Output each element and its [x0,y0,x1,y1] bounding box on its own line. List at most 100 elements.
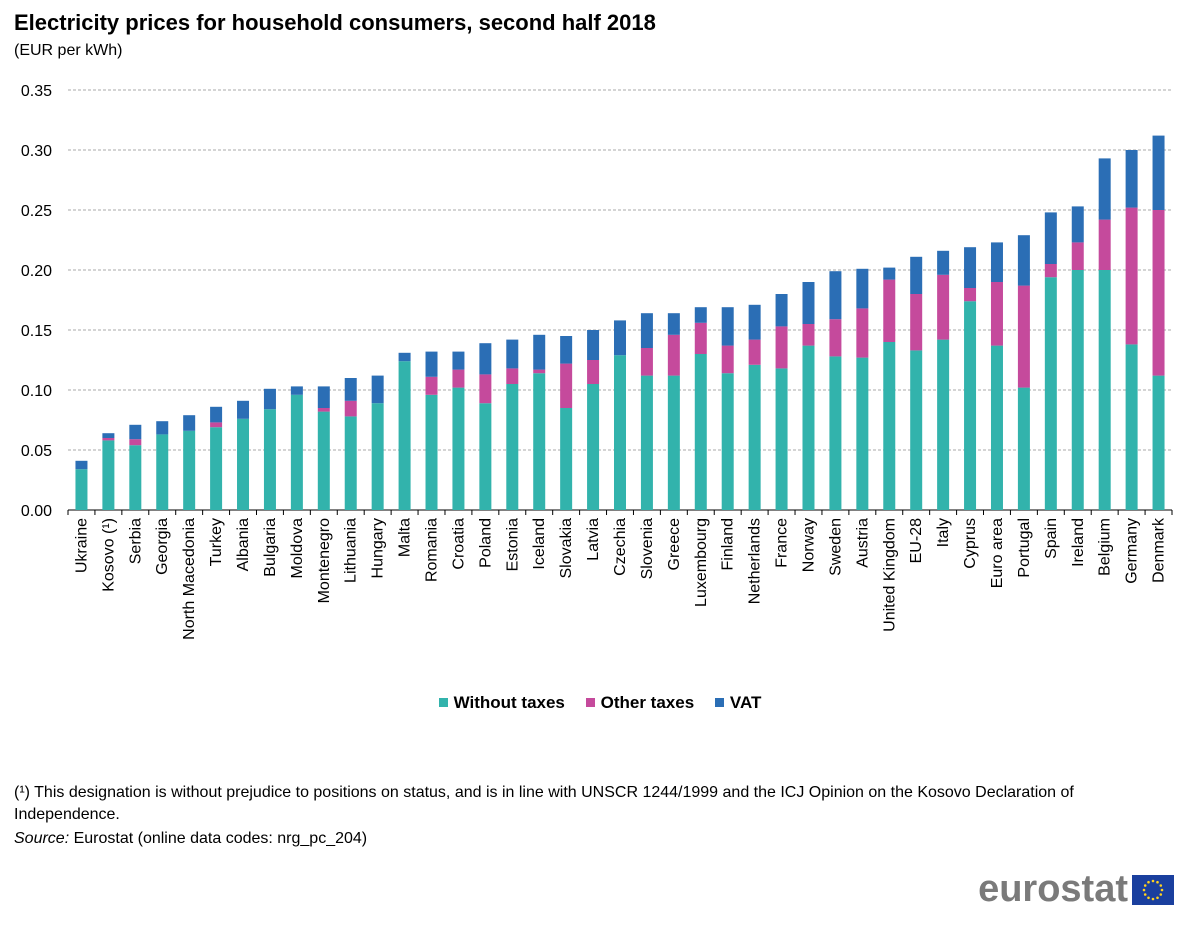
legend-label-vat: VAT [729,692,762,712]
eu-star [1156,880,1159,884]
bar-other-taxes [587,360,600,384]
x-tick-label: Montenegro [316,518,333,603]
bar-without-taxes [425,394,438,510]
bar-without-taxes [721,373,734,510]
bar-vat [183,415,196,431]
bar-other-taxes [506,368,519,384]
x-tick-label: Iceland [531,518,548,570]
bar-other-taxes [802,324,815,346]
legend-item-vat: VAT [714,692,762,713]
bar-vat [1044,212,1057,264]
bar-without-taxes [156,434,169,510]
bar-without-taxes [371,403,384,510]
bar-without-taxes [1125,344,1138,510]
y-tick-label: 0.35 [21,83,52,100]
bar-vat [75,460,88,470]
x-tick-label: Albania [235,518,252,571]
bar-vat [263,388,276,410]
bar-other-taxes [910,294,923,351]
x-tick-label: Serbia [127,518,144,564]
bar-without-taxes [506,384,519,510]
bar-other-taxes [1125,207,1138,345]
chart-title: Electricity prices for household consume… [14,10,656,35]
y-tick-label: 0.25 [21,203,52,220]
y-tick-label: 0.05 [21,443,52,460]
x-tick-label: Moldova [289,518,306,579]
bar-without-taxes [237,418,250,510]
bar-vat [748,304,761,340]
bar-other-taxes [667,334,680,376]
bar-vat [237,400,250,419]
bar-vat [129,424,142,440]
x-tick-label: Turkey [208,518,225,566]
bar-without-taxes [883,342,896,510]
bar-vat [990,242,1003,282]
x-tick-label: Norway [800,518,817,572]
bar-vat [1071,206,1084,243]
bar-vat [506,339,519,369]
bar-without-taxes [802,345,815,510]
bar-vat [156,421,169,435]
bar-vat [425,351,438,377]
x-tick-label: Spain [1043,518,1060,559]
bar-other-taxes [1071,242,1084,270]
bar-without-taxes [398,361,411,510]
x-tick-label: Slovenia [639,518,656,579]
bar-vat [1125,150,1138,208]
bar-without-taxes [1044,277,1057,510]
bar-vat [210,406,223,423]
bar-other-taxes [102,438,115,441]
bar-vat [587,330,600,360]
bar-vat [667,313,680,335]
eurostat-logo: eurostat [978,868,1174,911]
bar-vat [802,282,815,324]
bar-vat [640,313,653,348]
bar-other-taxes [775,326,788,369]
bar-without-taxes [667,375,680,510]
bar-other-taxes [533,369,546,374]
x-tick-label: Malta [397,518,414,557]
bar-vat [694,307,707,323]
x-tick-label: Sweden [827,518,844,576]
bar-without-taxes [775,368,788,510]
bar-without-taxes [1098,270,1111,510]
x-tick-label: Poland [477,518,494,568]
x-tick-label: EU-28 [908,518,925,563]
x-tick-label: Belgium [1097,518,1114,576]
legend-swatch-vat [714,698,724,707]
source-line: Source: Eurostat (online data codes: nrg… [14,830,367,848]
bar-without-taxes [479,403,492,510]
bar-vat [102,433,115,438]
bar-vat [721,307,734,346]
bar-other-taxes [344,400,357,417]
bar-vat [829,271,842,320]
bar-other-taxes [1017,285,1030,388]
bar-vat [1098,158,1111,220]
bar-other-taxes [829,319,842,357]
x-tick-label: Estonia [504,518,521,571]
bar-vat [910,256,923,294]
bar-without-taxes [75,469,88,510]
bar-other-taxes [1152,210,1165,376]
x-tick-label: Georgia [154,518,171,575]
eu-star [1147,880,1150,884]
bar-vat [856,268,869,309]
bar-vat [883,267,896,280]
x-tick-label: Denmark [1151,517,1168,583]
bar-vat [344,378,357,401]
bar-without-taxes [560,408,573,510]
bar-vat [317,386,330,408]
bar-other-taxes [425,376,438,395]
bar-without-taxes [1152,375,1165,510]
x-tick-label: Euro area [989,518,1006,588]
bar-other-taxes [990,282,1003,346]
x-tick-label: Greece [666,518,683,571]
bar-without-taxes [263,409,276,510]
bar-other-taxes [748,339,761,365]
bar-vat [1152,135,1165,210]
bar-vat [1017,235,1030,286]
chart-subtitle: (EUR per kWh) [14,42,123,59]
eu-star [1159,892,1163,896]
x-tick-label: Slovakia [558,518,575,579]
x-tick-label: Ireland [1070,518,1087,567]
